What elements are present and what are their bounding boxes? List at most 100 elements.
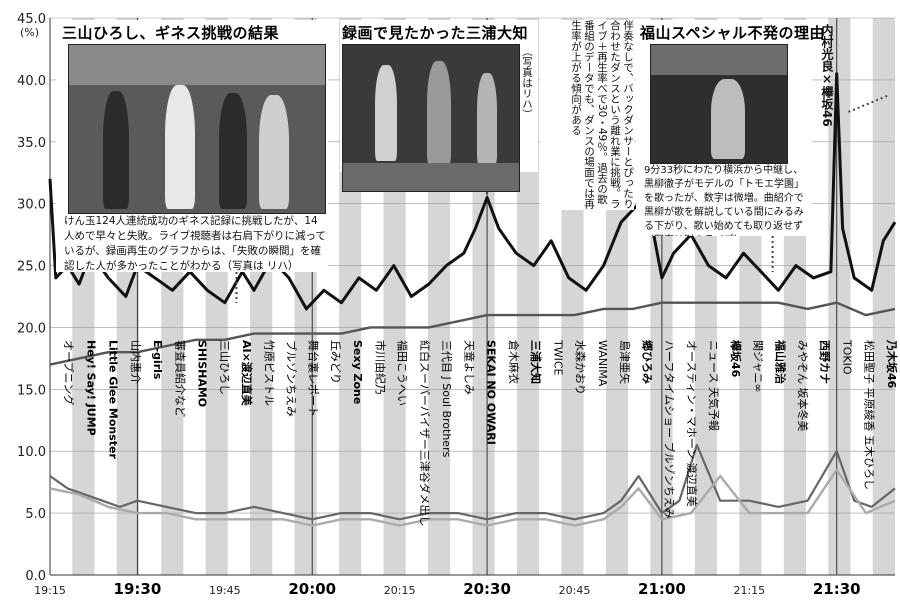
segment-labels: オープニング Hey! Say! JUMP Little Glee Monster 山… [62, 339, 899, 526]
y-axis-unit: (%) [20, 26, 39, 39]
segment-label-group: SEKAI NO OWARI [485, 340, 498, 445]
callout-fukuyama: 福山スペシャル不発の理由 9分33秒にわたり横浜から中継し、黒柳徹子がモデルの「… [636, 20, 824, 236]
y-tick-label: 25.0 [17, 260, 46, 275]
segment-label-group: 舞台裏レポート [307, 340, 321, 417]
segment-label: SEKAI NO OWARI [485, 340, 498, 445]
segment-label: 乃木坂46 [885, 339, 899, 389]
segment-label-group: オースティン・マホーン 渡辺直美 [685, 340, 699, 507]
y-tick-label: 45.0 [17, 12, 46, 27]
segment-label: 山内惠介 [129, 340, 143, 384]
photo-fukuyama [650, 44, 788, 164]
x-tick-label: 20:00 [288, 580, 336, 598]
segment-label-group: SHISHAMO [196, 340, 209, 407]
segment-label: 関ジャニ∞ [751, 340, 764, 393]
segment-label: 郷ひろみ [640, 340, 654, 384]
segment-label-group: Sexy Zone [351, 340, 364, 404]
segment-label-group: Little Glee Monster [107, 340, 120, 460]
callout-caption-miura: 伴奏なしで、バックダンサーとぴったり合わせたダンスという離れ業に挑戦。ライブ＋再… [540, 20, 634, 210]
segment-label: 審査員紹介など [173, 340, 187, 417]
segment-label-group: E-girls [151, 340, 164, 380]
segment-label-group: 三代目 J Soul Brothers [440, 340, 453, 458]
segment-label-group: 天童よしみ [462, 340, 476, 395]
segment-label-group: TWICE [551, 339, 564, 376]
segment-label: 三代目 J Soul Brothers [440, 340, 453, 458]
segment-label: AI×渡辺直美 [240, 340, 254, 407]
segment-label: 舞台裏レポート [307, 340, 321, 417]
y-tick-label: 10.0 [17, 445, 46, 460]
callout-mitsuyama: 三山ひろし、ギネス挑戦の結果 けん玉124人連続成功のギネス記録に挑戦したが、1… [56, 20, 328, 272]
segment-label-group: 乃木坂46 [885, 339, 899, 389]
segment-label: Hey! Say! JUMP [84, 340, 97, 436]
segment-label: 福田こうへい [396, 340, 410, 406]
y-tick-label: 15.0 [17, 383, 46, 398]
y-axis: 0.0 5.0 10.0 15.0 20.0 25.0 30.0 35.0 40.0 45.0 [17, 12, 895, 584]
segment-label: WANIMA [596, 340, 609, 387]
segment-label: 丘みどり [329, 340, 342, 384]
x-tick-label: 20:30 [463, 580, 511, 598]
x-tick-label: 19:45 [209, 584, 241, 597]
callout-miura: 録画で見たかった三浦大知 （写真はリハ） [340, 20, 538, 192]
segment-label-group: 倉木麻衣 [507, 340, 521, 384]
series-line-medium-gray [49, 301, 896, 366]
segment-label-group: ニュース 天気予報 [707, 340, 721, 431]
segment-label: 西野カナ [818, 340, 831, 384]
segment-label-group: 福田こうへい [396, 340, 410, 406]
segment-label-group: 水森かおり [574, 340, 588, 395]
segment-label-group: 山内惠介 [129, 340, 143, 384]
segment-label: 倉木麻衣 [507, 340, 521, 384]
x-tick-label: 21:30 [813, 580, 861, 598]
segment-label-group: 竹原ピストル [262, 340, 276, 406]
segment-label-group: 欅坂46 [729, 340, 743, 378]
x-tick-label: 20:15 [384, 584, 416, 597]
segment-label-group: ブルゾンちえみ [284, 340, 298, 417]
y-tick-label: 35.0 [17, 136, 46, 151]
segment-label: Little Glee Monster [107, 340, 120, 460]
x-tick-label: 21:00 [638, 580, 686, 598]
y-tick-label: 40.0 [17, 74, 46, 89]
segment-label-group: 関ジャニ∞ [751, 340, 764, 393]
photo-kendama [68, 44, 326, 214]
y-tick-label: 30.0 [17, 198, 46, 213]
series-line-dark-lower [49, 443, 896, 521]
segment-label-group: 島津亜矢 [618, 340, 632, 384]
callout-title: 福山スペシャル不発の理由 [640, 24, 825, 42]
segment-label: ニュース 天気予報 [707, 340, 721, 431]
x-tick-label: 20:45 [559, 584, 591, 597]
segment-label-group: 松田聖子 平原綾香 五木ひろし [863, 340, 877, 490]
segment-label: 福山雅治 [774, 339, 788, 384]
segment-label: オースティン・マホーン 渡辺直美 [685, 340, 699, 507]
callout-caption: けん玉124人連続成功のギネス記録に挑戦したが、14人めで早々と失敗。ライブ視聴… [64, 215, 326, 272]
x-tick-label: 19:30 [114, 580, 162, 598]
segment-label: 松田聖子 平原綾香 五木ひろし [863, 340, 877, 490]
segment-label-group: AI×渡辺直美 [240, 340, 254, 407]
series-line-bold-black [48, 72, 897, 311]
callout-uchimura: 内村光良×欅坂46 [820, 24, 834, 127]
callout-caption: 9分33秒にわたり横浜から中継し、黒柳徹子がモデルの「トモエ学園」を歌ったが、数… [644, 165, 804, 236]
segment-label: 島津亜矢 [618, 340, 632, 384]
segment-label: E-girls [151, 340, 164, 380]
segment-band [850, 18, 873, 575]
callout-leader [847, 94, 890, 113]
segment-label: みやぞん 坂本冬美 [796, 340, 810, 432]
segment-label-group: 福山雅治 [774, 339, 788, 384]
segment-label-group: ハーフタイムショー ブルゾンちえみ [663, 340, 677, 519]
segment-label: 竹原ピストル [262, 340, 276, 406]
x-tick-label: 19:15 [34, 584, 66, 597]
segment-label-group: 西野カナ [818, 340, 831, 384]
photo-dance [342, 44, 520, 192]
segment-label-group: 審査員紹介など [173, 340, 187, 417]
segment-label-group: TOKIO [840, 339, 853, 375]
segment-label: TOKIO [840, 339, 853, 375]
segment-label: 天童よしみ [462, 340, 476, 395]
segment-label-group: オープニング [62, 340, 76, 405]
series-line-light-lower [49, 468, 896, 527]
y-tick-label: 5.0 [25, 507, 46, 522]
segment-label: ハーフタイムショー ブルゾンちえみ [663, 340, 677, 519]
y-tick-label: 20.0 [17, 321, 46, 336]
x-tick-label: 21:15 [733, 584, 765, 597]
segment-label: 市川由紀乃 [373, 340, 387, 395]
segment-label: 三山ひろし [218, 340, 231, 395]
segment-label: 水森かおり [574, 340, 588, 395]
segment-label: ブルゾンちえみ [284, 340, 298, 417]
